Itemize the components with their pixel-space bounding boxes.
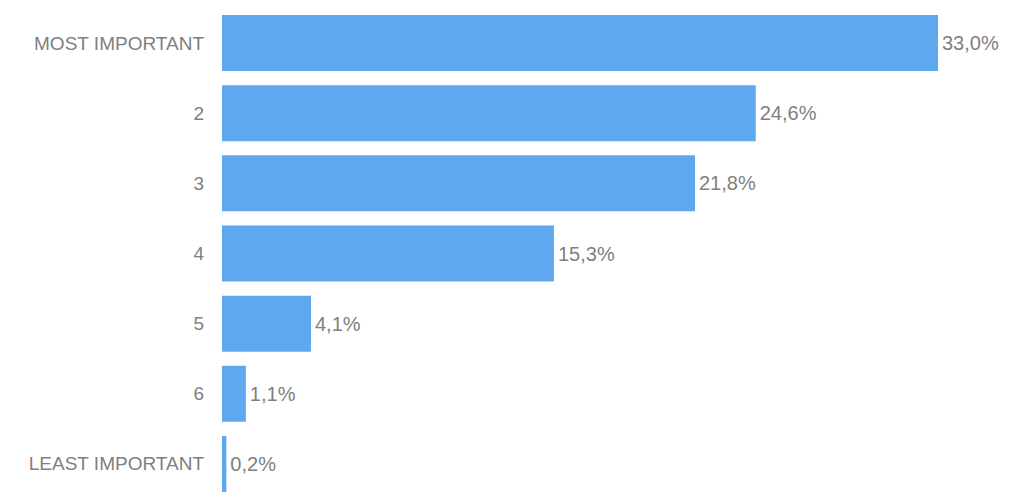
svg-text:4,1%: 4,1%	[315, 313, 361, 335]
svg-text:2: 2	[193, 103, 204, 124]
svg-text:3: 3	[193, 173, 204, 194]
svg-text:15,3%: 15,3%	[558, 243, 615, 265]
svg-text:5: 5	[193, 313, 204, 334]
svg-text:MOST IMPORTANT: MOST IMPORTANT	[34, 33, 204, 54]
svg-text:33,0%: 33,0%	[942, 32, 999, 54]
svg-text:1,1%: 1,1%	[250, 383, 296, 405]
svg-text:LEAST IMPORTANT: LEAST IMPORTANT	[29, 453, 205, 474]
svg-text:0,2%: 0,2%	[230, 453, 276, 475]
svg-text:6: 6	[193, 383, 204, 404]
svg-text:21,8%: 21,8%	[699, 172, 756, 194]
svg-text:24,6%: 24,6%	[760, 102, 817, 124]
svg-text:4: 4	[193, 243, 204, 264]
